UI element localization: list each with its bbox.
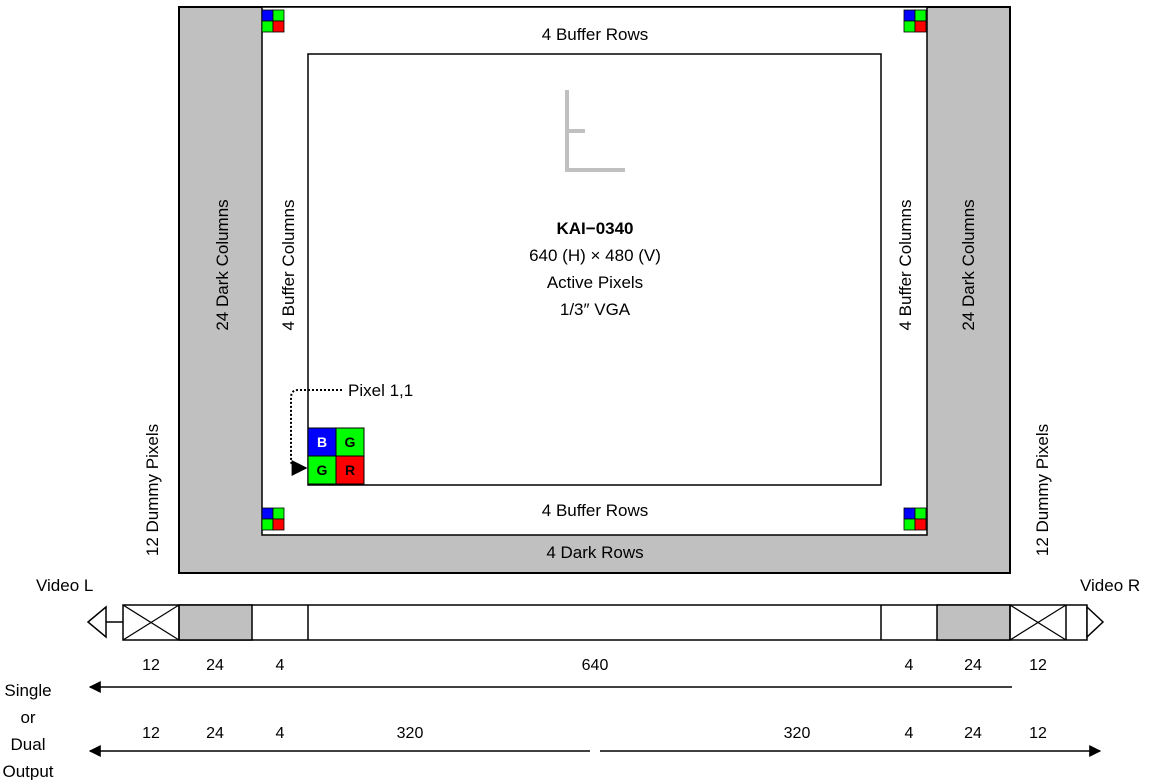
single-count-buffer-left: 4 [276,657,285,674]
single-count-dummy-right: 12 [1029,657,1047,674]
svg-text:Dual: Dual [11,735,46,754]
top-buffer-rows-label: 4 Buffer Rows [542,25,648,44]
video-left-amplifier [86,605,123,639]
video-left-label: Video L [36,576,93,595]
svg-text:Single: Single [4,681,51,700]
corner-pixel-top-right [903,9,927,33]
sensor-active-pixels: Active Pixels [547,273,643,292]
pixel-origin-label: Pixel 1,1 [348,381,413,400]
left-dark-columns-label: 24 Dark Columns [213,199,232,330]
corner-pixel-top-left [261,9,285,33]
single-count-active: 640 [582,657,609,674]
dark-rows-label: 4 Dark Rows [546,543,643,562]
single-count-dummy-left: 12 [142,657,160,674]
orientation-mark [565,90,625,172]
output-register [122,604,1088,641]
right-dark-columns-label: 24 Dark Columns [959,199,978,330]
sensor-resolution: 640 (H) × 480 (V) [529,246,661,265]
pixel-origin-bayer: B G G R [307,427,365,485]
sensor-name: KAI−0340 [556,219,633,238]
right-buffer-columns-label: 4 Buffer Columns [896,199,915,330]
active-pixel-area [307,53,882,486]
bottom-buffer-rows-label: 4 Buffer Rows [542,501,648,520]
single-output-counts: 12 24 4 640 4 24 12 [142,657,1047,674]
right-dummy-pixels-label: 12 Dummy Pixels [1033,424,1052,556]
cell-b: B [317,434,327,450]
sensor-format: 1/3″ VGA [560,300,631,319]
dual-count-dummy-left: 12 [142,725,160,742]
svg-text:or: or [20,708,35,727]
output-mode-label: Single or Dual Output [2,681,53,780]
left-dummy-pixels-label: 12 Dummy Pixels [143,424,162,556]
dual-count-active-right: 320 [784,725,811,742]
video-right-label: Video R [1080,576,1140,595]
dual-output-counts: 12 24 4 320 320 4 24 12 [142,725,1047,742]
svg-text:Output: Output [2,762,53,780]
dual-count-dark-left: 24 [206,725,224,742]
cell-r: R [345,462,355,478]
single-count-buffer-right: 4 [905,657,914,674]
cell-g1: G [345,434,356,450]
single-count-dark-left: 24 [206,657,224,674]
corner-pixel-bottom-left [261,507,285,531]
corner-pixel-bottom-right [903,507,927,531]
dual-count-dark-right: 24 [964,725,982,742]
dual-count-active-left: 320 [397,725,424,742]
single-count-dark-right: 24 [964,657,982,674]
dual-count-buffer-right: 4 [905,725,914,742]
dual-count-buffer-left: 4 [276,725,285,742]
cell-g2: G [317,462,328,478]
dual-count-dummy-right: 12 [1029,725,1047,742]
left-buffer-columns-label: 4 Buffer Columns [279,199,298,330]
video-right-amplifier [1086,605,1105,639]
